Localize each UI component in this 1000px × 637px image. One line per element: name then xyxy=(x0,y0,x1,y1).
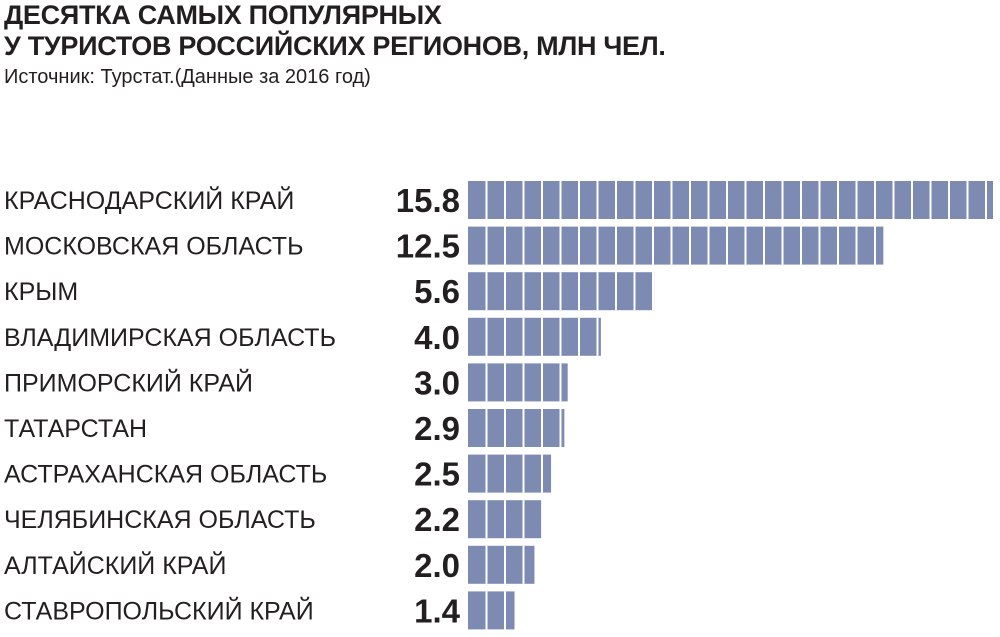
value-label: 5.6 xyxy=(414,273,460,310)
bar-row: АСТРАХАНСКАЯ ОБЛАСТЬ 2.5 xyxy=(4,454,552,493)
value-label: 15.8 xyxy=(396,182,460,219)
bar-row: КРАСНОДАРСКИЙ КРАЙ 15.8 xyxy=(4,181,993,219)
chart-title: ДЕСЯТКА САМЫХ ПОПУЛЯРНЫХ У ТУРИСТОВ РОСС… xyxy=(4,0,666,62)
value-label: 1.4 xyxy=(414,592,461,629)
category-label: ВЛАДИМИРСКАЯ ОБЛАСТЬ xyxy=(4,324,336,352)
bar xyxy=(468,591,515,630)
chart-title-line-1: ДЕСЯТКА САМЫХ ПОПУЛЯРНЫХ xyxy=(4,0,442,30)
value-label: 2.9 xyxy=(414,410,460,447)
bar-row: ТАТАРСТАН 2.9 xyxy=(4,409,565,447)
bar xyxy=(468,409,565,447)
bar-row: МОСКОВСКАЯ ОБЛАСТЬ 12.5 xyxy=(4,226,884,265)
category-label: ТАТАРСТАН xyxy=(4,415,147,443)
bar-row: АЛТАЙСКИЙ КРАЙ 2.0 xyxy=(4,545,535,584)
bar xyxy=(468,454,552,493)
bar-row: ВЛАДИМИРСКАЯ ОБЛАСТЬ 4.0 xyxy=(4,317,601,356)
category-label: СТАВРОПОЛЬСКИЙ КРАЙ xyxy=(4,595,314,625)
chart-source: Источник: Турстат.(Данные за 2016 год) xyxy=(4,66,371,88)
bar-row: СТАВРОПОЛЬСКИЙ КРАЙ 1.4 xyxy=(4,591,515,630)
bar-row: ЧЕЛЯБИНСКАЯ ОБЛАСТЬ 2.2 xyxy=(4,500,542,539)
chart-title-line-2: У ТУРИСТОВ РОССИЙСКИХ РЕГИОНОВ, МЛН ЧЕЛ. xyxy=(4,31,666,61)
category-label: ЧЕЛЯБИНСКАЯ ОБЛАСТЬ xyxy=(4,506,316,534)
category-label: АСТРАХАНСКАЯ ОБЛАСТЬ xyxy=(4,461,327,489)
bar xyxy=(468,363,568,402)
category-label: КРЫМ xyxy=(4,278,78,306)
category-label: АЛТАЙСКИЙ КРАЙ xyxy=(4,550,226,580)
bar xyxy=(468,317,601,356)
category-label: МОСКОВСКАЯ ОБЛАСТЬ xyxy=(4,233,303,261)
value-label: 2.0 xyxy=(414,547,460,584)
category-label: КРАСНОДАРСКИЙ КРАЙ xyxy=(4,185,294,215)
value-label: 12.5 xyxy=(396,228,460,265)
bar xyxy=(468,226,884,265)
bar-row: КРЫМ 5.6 xyxy=(4,272,655,311)
value-label: 3.0 xyxy=(414,364,460,401)
value-label: 2.2 xyxy=(414,501,460,538)
category-label: ПРИМОРСКИЙ КРАЙ xyxy=(4,367,253,397)
bar xyxy=(468,181,993,219)
value-label: 2.5 xyxy=(414,456,460,493)
value-label: 4.0 xyxy=(414,319,460,356)
bar-row: ПРИМОРСКИЙ КРАЙ 3.0 xyxy=(4,363,568,402)
